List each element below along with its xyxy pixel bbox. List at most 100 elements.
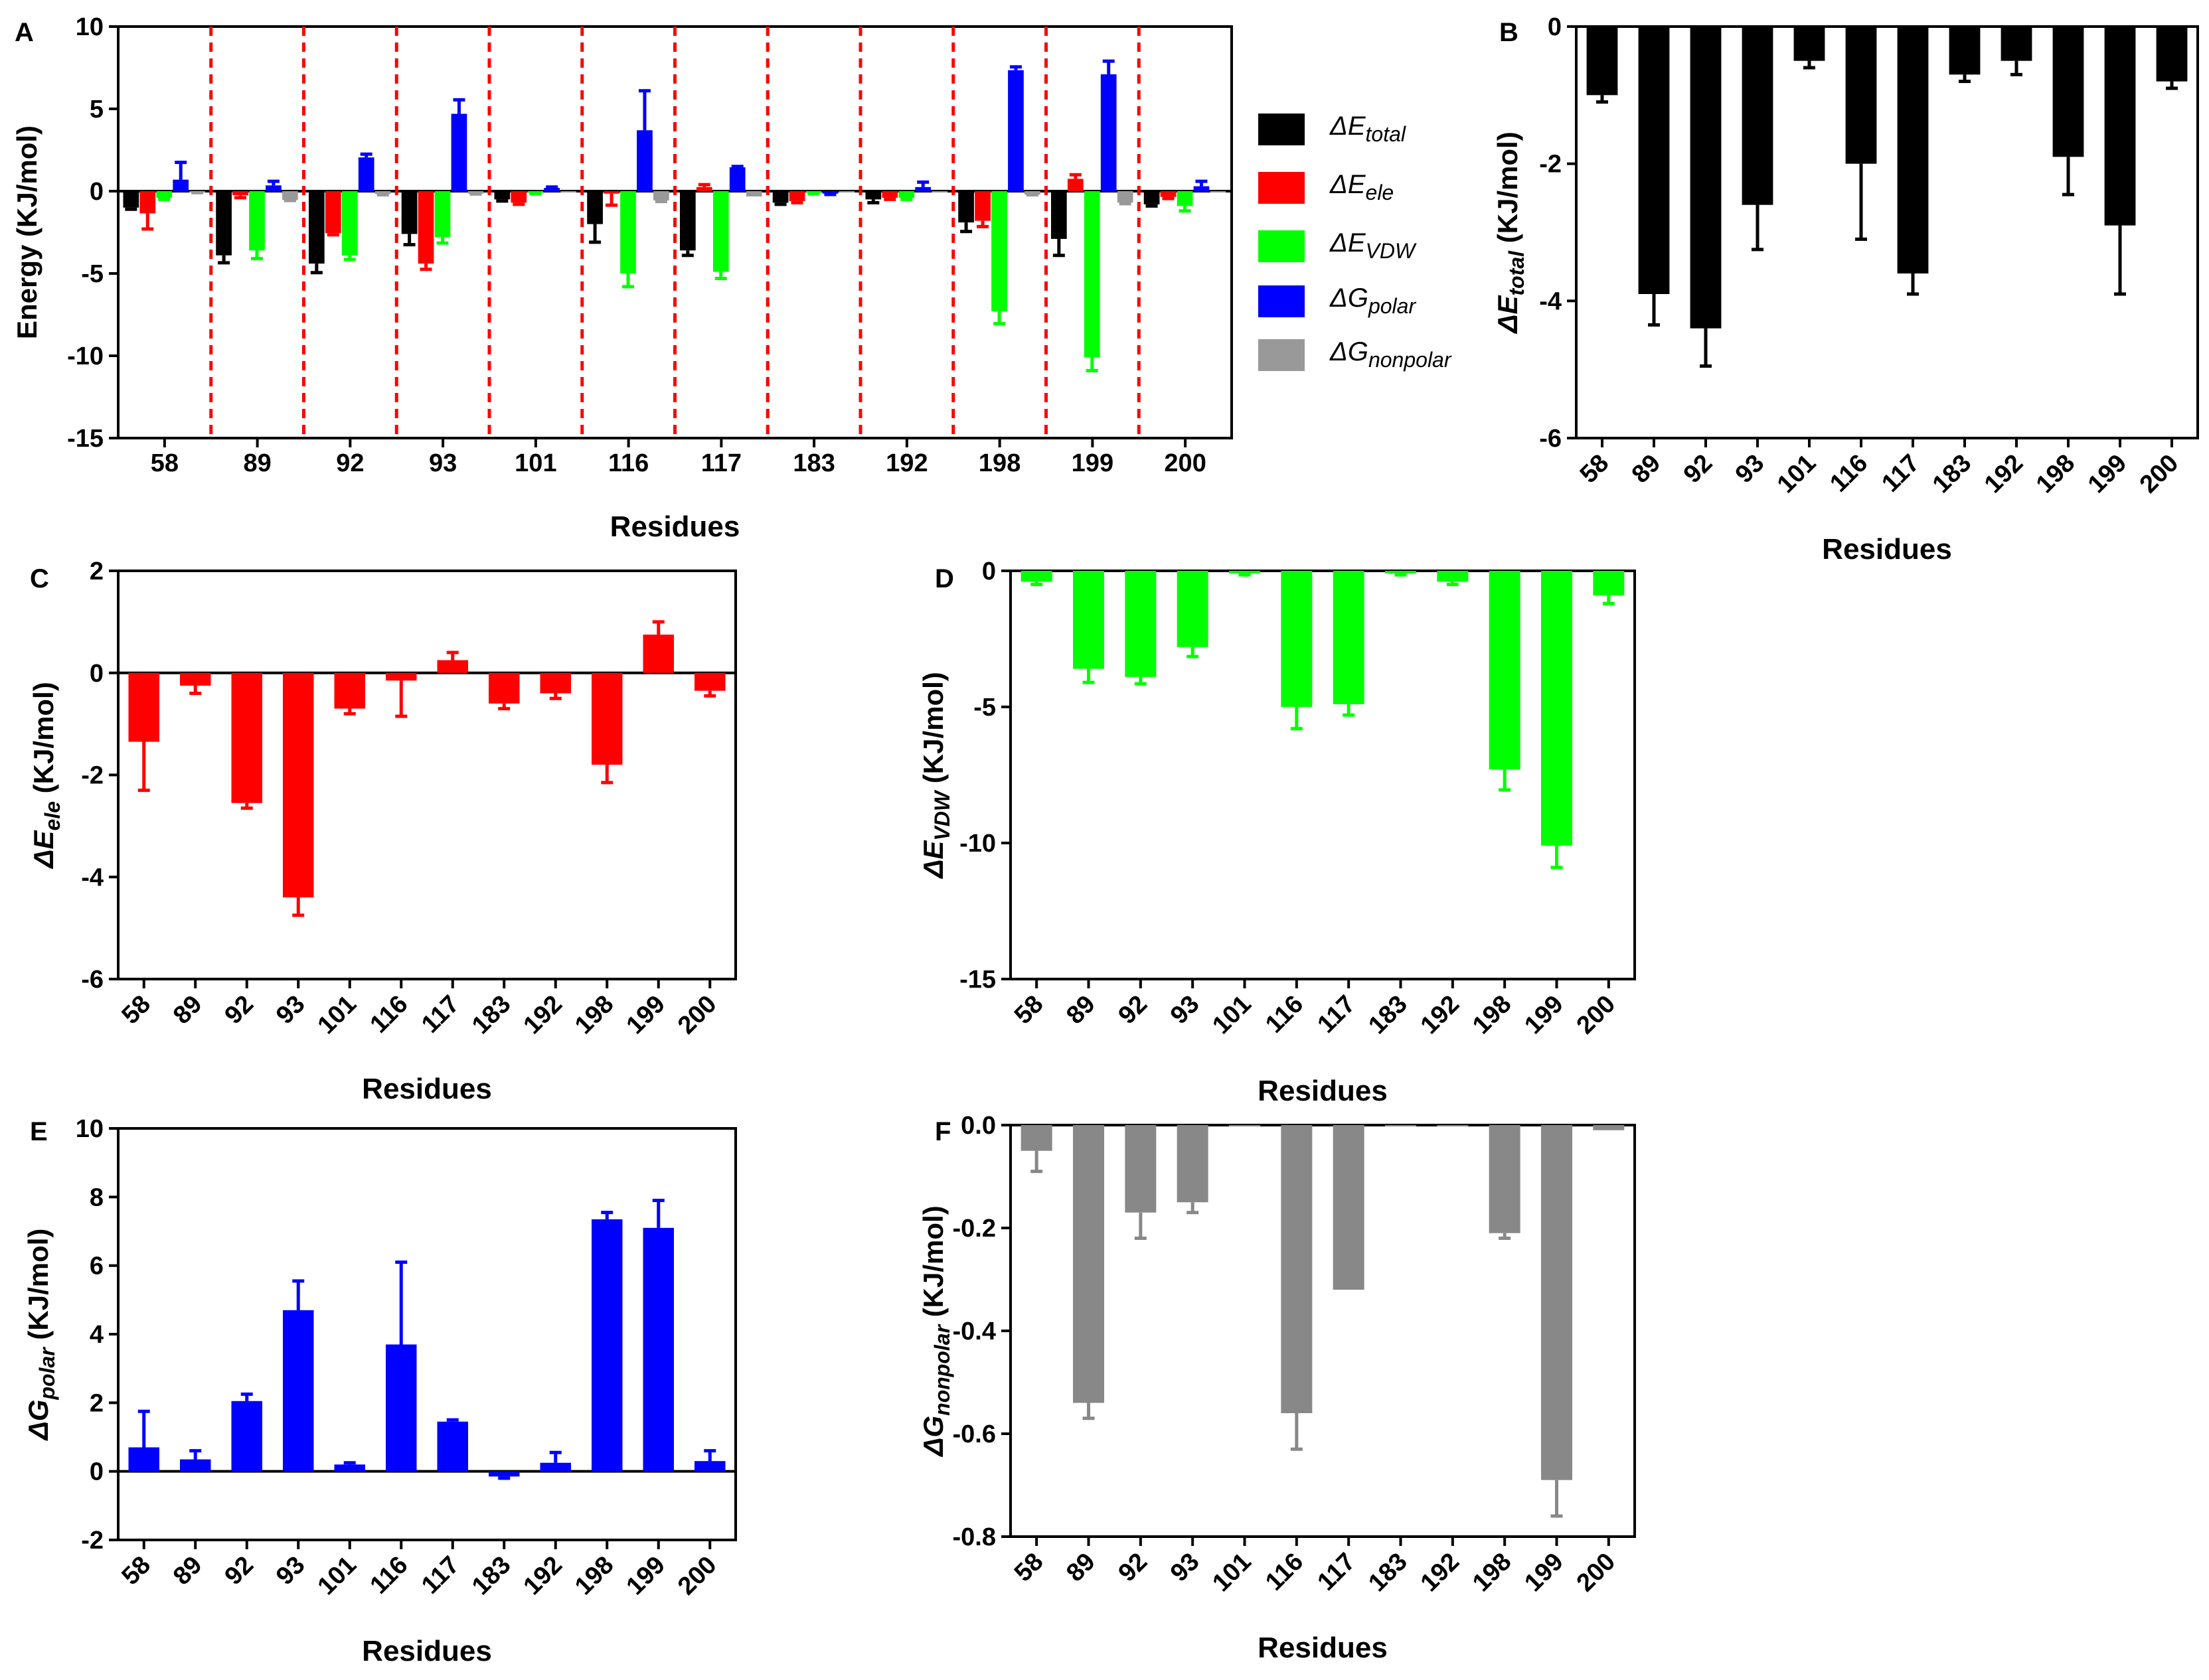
bar	[1742, 27, 1773, 205]
panel-letter-a: A	[15, 18, 34, 47]
x-tick-label: 200	[673, 990, 722, 1040]
y-tick-label: 0	[90, 660, 104, 688]
bar-eele	[1160, 191, 1177, 197]
bar-evdw	[341, 191, 358, 256]
bar-etotal	[1143, 191, 1160, 204]
bar-gnonpolar	[746, 191, 762, 196]
x-tick-label: 198	[979, 449, 1021, 477]
bar	[1489, 571, 1520, 770]
y-tick-label: -4	[81, 864, 104, 891]
bar	[1897, 27, 1929, 273]
x-tick-label: 183	[1363, 1548, 1413, 1598]
legend-symbol: ΔE	[1329, 112, 1366, 141]
bar	[695, 672, 726, 691]
x-tick-label: 116	[365, 1551, 414, 1600]
legend-label-ele: ΔEele	[1329, 170, 1394, 204]
x-tick-label: 93	[271, 1551, 311, 1591]
bar-gnonpolar	[374, 191, 391, 194]
panel-letter-d: D	[935, 564, 954, 593]
x-tick-label: 116	[365, 990, 414, 1039]
bar-gpolar	[1008, 70, 1024, 191]
bar-eele	[325, 191, 341, 234]
x-tick-label: 58	[1009, 1548, 1049, 1588]
y-axis-label-c-symbol: ΔE	[28, 829, 59, 869]
bar-gnonpolar	[560, 191, 577, 192]
bar-gpolar	[544, 188, 560, 191]
y-tick-label: 10	[76, 13, 104, 41]
bar-gnonpolar	[282, 191, 298, 200]
panel-letter-e: E	[30, 1117, 48, 1146]
x-tick-label: 101	[313, 990, 363, 1040]
bar	[1638, 27, 1670, 294]
x-tick-label: 116	[608, 449, 649, 477]
x-tick-label: 116	[1260, 1548, 1309, 1596]
x-tick-label: 92	[336, 449, 364, 477]
bar-gpolar	[173, 179, 189, 191]
panel-b: B -6 -4 -2 0 58 89 92 93 101 116 117 183 192 198 199 200…	[1492, 13, 2199, 566]
bar	[1125, 571, 1157, 677]
panel-letter-c: C	[30, 564, 49, 593]
panel-c: C -6 -4 -2 0 2 58 89 92 93 101 116 117 183 192 198 199 20…	[28, 558, 737, 1105]
bar-gpolar	[822, 191, 839, 194]
bar-eele	[418, 191, 434, 264]
x-tick-label: 58	[151, 449, 179, 477]
bar-etotal	[587, 191, 603, 224]
bar	[180, 672, 211, 686]
y-tick-label: -0.8	[953, 1523, 996, 1551]
bar-etotal	[494, 191, 511, 200]
bar	[1541, 571, 1572, 846]
x-tick-label: 192	[519, 990, 568, 1040]
bar-eele	[1067, 179, 1084, 191]
bar-etotal	[865, 191, 882, 200]
x-tick-label: 92	[1113, 990, 1153, 1030]
bar-etotal	[123, 191, 139, 208]
x-tick-label: 101	[1207, 1548, 1257, 1598]
bar	[1949, 27, 1981, 75]
legend-subscript: VDW	[1366, 239, 1417, 263]
bar-etotal	[308, 191, 325, 264]
y-axis-label-f-units: (KJ/mol)	[918, 1205, 949, 1325]
y-tick-label: 10	[76, 1115, 104, 1143]
y-tick-label: -2	[81, 1527, 104, 1555]
y-tick-label: -5	[81, 260, 104, 288]
x-tick-label: 89	[1061, 990, 1101, 1030]
x-axis-label-e: Residues	[362, 1635, 492, 1667]
x-tick-label: 89	[1627, 449, 1667, 489]
y-tick-label: -0.2	[953, 1215, 996, 1243]
x-tick-label: 58	[117, 990, 157, 1030]
y-tick-label: -2	[81, 762, 104, 790]
y-axis-label-e: ΔGpolar (KJ/mol)	[23, 1229, 59, 1442]
bar	[540, 672, 571, 694]
bar-gpolar	[451, 114, 467, 191]
bar	[643, 635, 674, 673]
x-tick-label: 192	[1979, 449, 2029, 499]
bar-eele	[511, 191, 527, 203]
bar	[1281, 571, 1313, 707]
legend-swatch-vdw	[1258, 230, 1305, 262]
legend-swatch-polar	[1258, 285, 1305, 317]
bar	[334, 1464, 365, 1472]
bar	[2001, 27, 2032, 61]
bar-gpolar	[637, 130, 653, 191]
x-tick-label: 199	[1519, 990, 1569, 1040]
legend-swatch-ele	[1258, 172, 1305, 204]
x-tick-label: 192	[519, 1551, 568, 1601]
bar-etotal	[772, 191, 789, 203]
x-tick-label: 200	[1572, 990, 1621, 1040]
x-tick-label: 183	[1927, 449, 1977, 499]
bar-etotal	[958, 191, 974, 223]
y-tick-label: -4	[1539, 287, 1562, 315]
bar-eele	[696, 187, 712, 191]
y-tick-label: 0.0	[961, 1112, 996, 1140]
x-tick-label: 198	[570, 1551, 619, 1601]
panel-letter-f: F	[935, 1117, 951, 1146]
y-axis-label-b: ΔEtotal (KJ/mol)	[1492, 131, 1528, 334]
x-tick-label: 116	[1825, 449, 1873, 498]
y-axis-label-c-units: (KJ/mol)	[28, 682, 59, 801]
x-tick-label: 93	[1165, 990, 1205, 1030]
x-tick-label: 117	[1312, 1548, 1360, 1596]
bar-etotal	[679, 191, 696, 251]
x-tick-label: 58	[1575, 449, 1615, 489]
bar-gnonpolar	[932, 191, 948, 192]
